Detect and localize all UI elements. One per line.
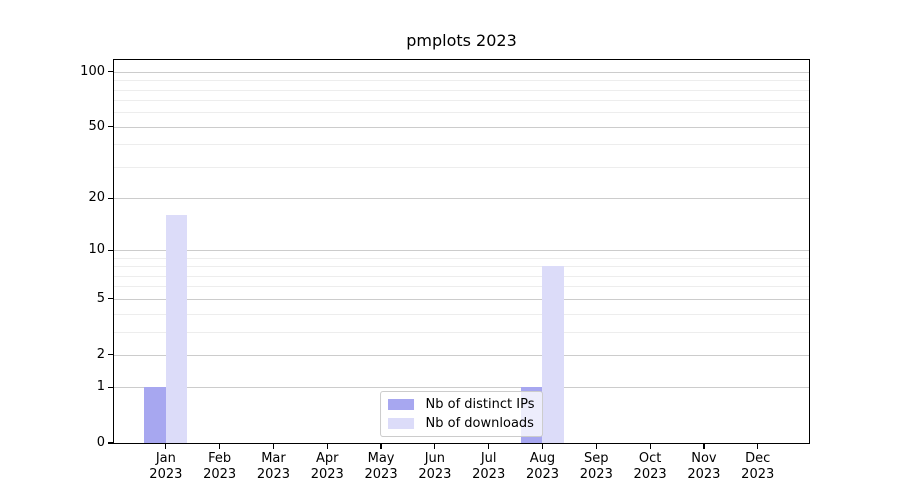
x-tick xyxy=(434,443,436,449)
legend-row: Nb of downloads xyxy=(387,416,535,431)
y-tick xyxy=(108,354,114,356)
x-tick xyxy=(380,443,382,449)
x-tick xyxy=(219,443,221,449)
x-tick-label: May 2023 xyxy=(364,451,398,482)
y-gridline-major xyxy=(114,298,809,300)
y-tick xyxy=(108,126,114,128)
y-tick-label: 1 xyxy=(96,379,105,395)
x-tick xyxy=(649,443,651,449)
y-tick xyxy=(108,386,114,388)
y-gridline-minor xyxy=(114,331,809,333)
y-gridline-minor xyxy=(114,144,809,146)
y-gridline-major xyxy=(114,250,809,252)
y-gridline-minor xyxy=(114,166,809,168)
x-tick-label: Sep 2023 xyxy=(579,451,613,482)
x-tick-label: Jul 2023 xyxy=(472,451,506,482)
y-gridline-minor xyxy=(114,257,809,259)
y-tick-label: 20 xyxy=(88,190,105,206)
x-tick-label: Aug 2023 xyxy=(525,451,560,482)
x-tick xyxy=(541,443,544,449)
bar-downloads xyxy=(165,215,188,443)
y-tick xyxy=(108,442,114,444)
x-tick-label: Apr 2023 xyxy=(310,451,344,482)
y-gridline-minor xyxy=(114,266,809,268)
y-tick-label: 0 xyxy=(96,435,105,450)
y-tick xyxy=(108,71,114,73)
legend-swatch-downloads xyxy=(387,418,414,429)
x-tick-label: Dec 2023 xyxy=(741,451,775,482)
y-tick-label: 2 xyxy=(96,346,105,362)
x-tick-label: Nov 2023 xyxy=(687,451,721,482)
x-tick xyxy=(165,443,167,449)
y-tick-label: 5 xyxy=(96,290,105,306)
x-tick-label: Jan 2023 xyxy=(149,451,183,482)
x-tick-label: Mar 2023 xyxy=(256,451,290,482)
y-gridline-minor xyxy=(114,89,809,91)
bar-distinct-ips xyxy=(144,387,166,443)
plot-area: Nb of distinct IPs Nb of downloads xyxy=(113,59,810,444)
y-tick xyxy=(108,298,114,300)
legend-label-downloads: Nb of downloads xyxy=(425,416,534,431)
bar-downloads xyxy=(542,266,565,443)
x-tick-label: Jun 2023 xyxy=(418,451,452,482)
y-tick-label: 10 xyxy=(88,242,105,258)
x-tick-label: Oct 2023 xyxy=(633,451,667,482)
x-tick xyxy=(326,443,328,449)
x-tick xyxy=(595,443,597,449)
x-tick xyxy=(272,443,275,449)
chart-title: pmplots 2023 xyxy=(406,31,517,50)
x-tick xyxy=(757,443,759,449)
y-gridline-major xyxy=(114,198,809,200)
y-tick xyxy=(108,197,114,199)
y-gridline-minor xyxy=(114,275,809,277)
legend-swatch-distinct-ips xyxy=(387,399,414,410)
y-tick-label: 100 xyxy=(80,63,105,79)
y-gridline-minor xyxy=(114,286,809,288)
x-tick xyxy=(703,443,705,449)
y-gridline-minor xyxy=(114,80,809,82)
y-gridline-major xyxy=(114,126,809,128)
x-tick xyxy=(488,443,490,449)
y-gridline-minor xyxy=(114,112,809,114)
y-tick xyxy=(108,249,114,251)
y-gridline-minor xyxy=(114,313,809,315)
y-gridline-major xyxy=(114,354,809,356)
x-tick-label: Feb 2023 xyxy=(203,451,237,482)
y-tick-label: 50 xyxy=(88,118,105,134)
legend-row: Nb of distinct IPs xyxy=(387,397,535,412)
legend-label-distinct-ips: Nb of distinct IPs xyxy=(425,397,535,412)
y-gridline-major xyxy=(114,71,809,73)
y-gridline-minor xyxy=(114,100,809,102)
legend: Nb of distinct IPs Nb of downloads xyxy=(379,391,544,437)
y-gridline-major xyxy=(114,387,809,389)
